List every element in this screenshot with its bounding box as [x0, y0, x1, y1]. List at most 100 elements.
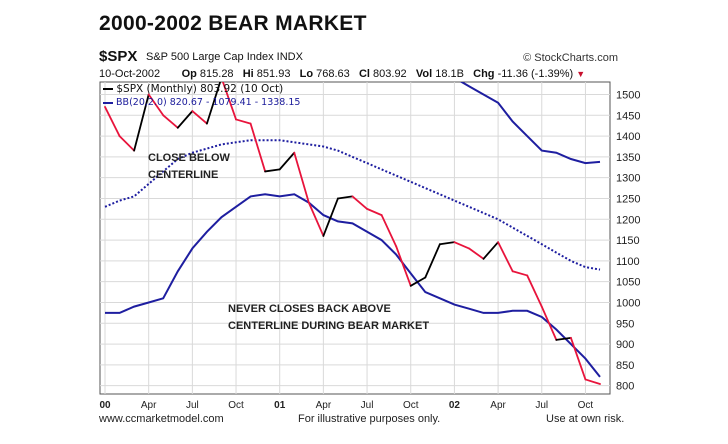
price-segment-7: [191, 110, 208, 125]
price-segment-29: [511, 270, 529, 277]
price-segment-27: [482, 241, 499, 260]
price-segment-32: [555, 336, 572, 341]
price-segment-11: [249, 122, 267, 173]
legend-bb-swatch: [103, 101, 113, 104]
close-value: 803.92: [373, 68, 407, 80]
price-segment-34: [584, 378, 601, 385]
x-tick-label-9: Oct: [228, 400, 244, 411]
brand-label: © StockCharts.com: [523, 52, 618, 64]
price-segment-16: [322, 197, 339, 237]
series-layer: [104, 82, 601, 385]
open-value: 815.28: [199, 68, 234, 80]
price-segment-9: [221, 82, 237, 121]
x-tick-label-15: Apr: [316, 400, 332, 411]
bb-centerline: [104, 139, 601, 271]
high-value: 851.93: [256, 68, 291, 80]
price-segment-3: [133, 93, 150, 152]
x-tick-label-27: Apr: [490, 400, 506, 411]
low-value: 768.63: [316, 68, 350, 80]
price-segment-5: [162, 114, 179, 129]
volume-value: 18.1B: [435, 68, 464, 80]
x-tick-label-33: Oct: [578, 400, 594, 411]
price-segment-14: [293, 151, 310, 204]
x-tick-label-6: Jul: [186, 400, 199, 411]
x-tick-label-3: Apr: [141, 400, 157, 411]
price-segment-1: [104, 106, 121, 137]
bb-upper-line: [459, 82, 601, 165]
price-segment-30: [526, 274, 543, 308]
annotation-never-closes-line1: NEVER CLOSES BACK ABOVE: [228, 303, 391, 315]
x-tick-label-30: Jul: [535, 400, 548, 411]
legend-spx-swatch: [103, 88, 113, 90]
quote-date: 10-Oct-2002: [99, 68, 161, 80]
x-tick-label-24: 02: [449, 400, 461, 411]
price-segment-15: [307, 201, 325, 237]
y-tick-label-800: 800: [616, 381, 634, 393]
y-tick-label-1500: 1500: [616, 89, 640, 101]
chart-title: 2000-2002 BEAR MARKET: [99, 12, 367, 35]
y-tick-label-1300: 1300: [616, 173, 640, 185]
y-tick-label-1150: 1150: [616, 235, 640, 247]
price-segment-22: [409, 276, 427, 287]
index-description: S&P 500 Large Cap Index INDX: [146, 51, 303, 63]
y-tick-label-1000: 1000: [616, 297, 640, 309]
price-segment-20: [380, 214, 398, 248]
bb-lower-line: [105, 193, 601, 378]
x-tick-label-18: Jul: [361, 400, 374, 411]
volume-label: Vol: [415, 68, 433, 80]
y-tick-label-850: 850: [616, 360, 634, 372]
y-tick-label-1250: 1250: [616, 193, 640, 205]
legend-bb-label: BB(20,2.0) 820.67 - 1079.41 - 1338.15: [116, 97, 301, 108]
y-tick-label-1450: 1450: [616, 110, 640, 122]
y-tick-label-1350: 1350: [616, 152, 640, 164]
x-tick-label-21: Oct: [403, 400, 419, 411]
close-label: Cl: [358, 68, 370, 80]
footer-disclaimer: For illustrative purposes only.: [298, 413, 441, 425]
footer-risk: Use at own risk.: [546, 413, 625, 425]
y-tick-label-900: 900: [616, 339, 634, 351]
change-value: -11.36 (-1.39%): [497, 68, 574, 80]
annotation-never-closes-line2: CENTERLINE DURING BEAR MARKET: [228, 320, 429, 332]
y-tick-label-950: 950: [616, 318, 634, 330]
high-label: Hi: [242, 68, 254, 80]
price-segment-21: [395, 245, 412, 287]
x-axis-labels: 00 Apr Jul Oct 01 Apr Jul Oct 02 Apr Jul Oct: [99, 400, 593, 411]
price-segment-6: [176, 110, 194, 129]
price-segment-25: [453, 241, 470, 250]
legend-spx: $SPX (Monthly) 803.92 (10 Oct): [103, 83, 283, 95]
low-label: Lo: [299, 68, 314, 80]
plot-area: [99, 81, 611, 395]
down-arrow-icon: ▼: [576, 69, 586, 79]
legend-spx-label: $SPX (Monthly) 803.92 (10 Oct): [116, 83, 284, 95]
grid-lines: [100, 82, 610, 394]
y-axis-labels: 800 850 900 950 1000 1050 1100 1150 1200 1250 1300…: [616, 89, 640, 392]
y-tick-label-1400: 1400: [616, 131, 640, 143]
price-segment-2: [118, 135, 136, 152]
legend-bb: BB(20,2.0) 820.67 - 1079.41 - 1338.15: [103, 97, 300, 108]
ticker-symbol: $SPX: [99, 48, 138, 65]
price-segment-4: [147, 93, 165, 117]
price-segment-31: [540, 305, 558, 341]
price-segment-18: [351, 195, 368, 210]
price-segment-23: [424, 243, 441, 279]
price-segment-10: [235, 118, 252, 125]
footer-website: www.ccmarketmodel.com: [99, 413, 224, 425]
price-segment-24: [438, 241, 456, 246]
change-label: Chg: [473, 68, 495, 80]
price-segment-17: [337, 195, 354, 200]
annotation-close-below-line1: CLOSE BELOW: [148, 152, 231, 164]
x-tick-label-12: 01: [274, 400, 286, 411]
price-segment-33: [569, 336, 587, 381]
price-segment-26: [468, 247, 485, 260]
y-tick-label-1100: 1100: [616, 256, 640, 268]
quote-line: 10-Oct-2002 Op 815.28 Hi 851.93 Lo 768.6…: [99, 68, 585, 80]
price-segment-13: [278, 151, 296, 171]
price-segment-19: [366, 207, 383, 217]
price-segment-28: [497, 241, 514, 273]
x-tick-label-0: 00: [99, 400, 111, 411]
annotation-close-below-line2: CENTERLINE: [148, 169, 218, 181]
y-tick-label-1200: 1200: [616, 214, 640, 226]
price-segment-12: [264, 168, 281, 173]
open-label: Op: [181, 68, 197, 80]
